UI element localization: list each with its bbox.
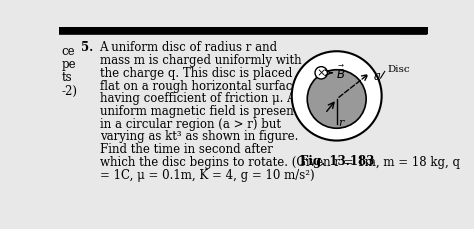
Text: a: a (374, 69, 381, 82)
Text: varying as kt³ as shown in figure.: varying as kt³ as shown in figure. (100, 130, 298, 143)
Text: 5.: 5. (81, 41, 93, 54)
Text: having coefficient of friction μ. A: having coefficient of friction μ. A (100, 92, 295, 105)
Circle shape (292, 52, 382, 141)
Text: which the disc begins to rotate. (Given r = 1m, m = 18 kg, q: which the disc begins to rotate. (Given … (100, 155, 460, 168)
Text: ce: ce (62, 44, 75, 57)
Text: pe: pe (62, 58, 76, 71)
Circle shape (315, 67, 328, 80)
Text: uniform magnetic field is present: uniform magnetic field is present (100, 104, 298, 117)
Circle shape (307, 70, 366, 129)
Text: ts: ts (62, 71, 72, 84)
Text: A uniform disc of radius r and: A uniform disc of radius r and (100, 41, 278, 54)
Text: -2): -2) (62, 84, 78, 97)
Text: $\vec{B}$: $\vec{B}$ (336, 65, 345, 82)
Text: Find the time in second after: Find the time in second after (100, 142, 273, 155)
Text: ×: × (317, 68, 326, 79)
Text: = 1C, μ = 0.1m, K = 4, g = 10 m/s²): = 1C, μ = 0.1m, K = 4, g = 10 m/s²) (100, 168, 314, 181)
Text: Fig. 13.183: Fig. 13.183 (300, 155, 374, 168)
Text: the charge q. This disc is placed: the charge q. This disc is placed (100, 67, 292, 79)
Text: flat on a rough horizontal surface: flat on a rough horizontal surface (100, 79, 299, 92)
Text: Disc: Disc (388, 65, 410, 74)
Text: mass m is charged uniformly with: mass m is charged uniformly with (100, 54, 301, 67)
Text: in a circular region (a > r) but: in a circular region (a > r) but (100, 117, 281, 130)
Text: r: r (338, 117, 344, 128)
